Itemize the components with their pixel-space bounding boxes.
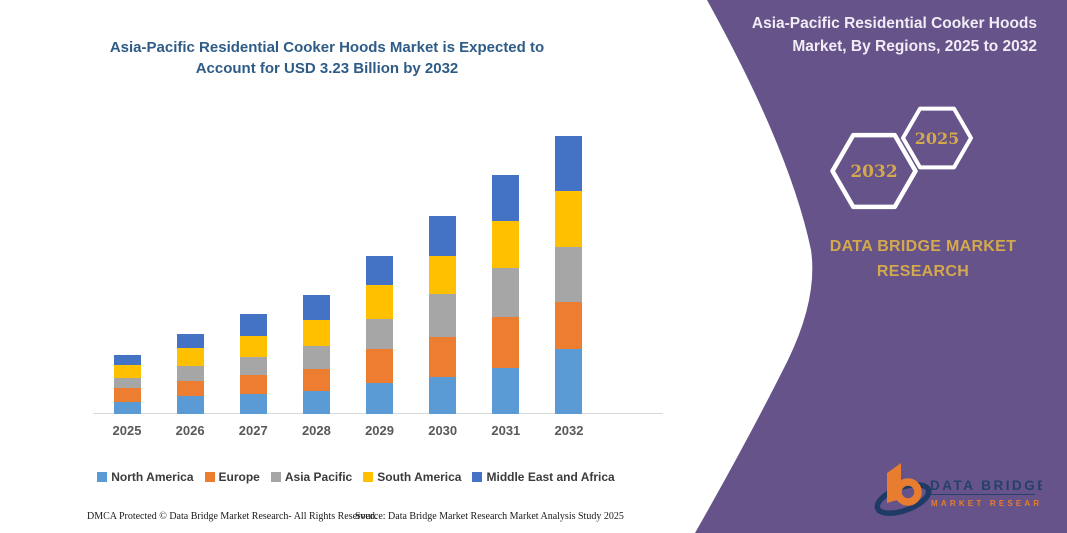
x-axis-label-2025: 2025	[112, 423, 142, 438]
bar-segment-2026-europe	[176, 381, 204, 396]
bar-segment-2028-south-america	[302, 320, 330, 346]
bar-segment-2025-south-america	[113, 365, 141, 378]
legend-label: North America	[111, 470, 194, 484]
chart-title: Asia-Pacific Residential Cooker Hoods Ma…	[109, 39, 545, 77]
hexagon-2032-label: 2032	[850, 162, 897, 182]
hexagon-2025-label: 2025	[915, 129, 960, 148]
bar-segment-2032-europe	[555, 302, 583, 349]
bar-segment-2026-middle-east-and-africa	[176, 334, 204, 348]
bar-segment-2031-asia-pacific	[492, 268, 520, 317]
logo-subtitle: MARKET RESEARCH	[931, 499, 1042, 508]
bar-segment-2031-middle-east-and-africa	[492, 175, 520, 221]
bar-segment-2028-asia-pacific	[302, 346, 330, 369]
bar-2032	[555, 136, 583, 414]
bar-segment-2031-south-america	[492, 221, 520, 268]
dmca-copyright-text: DMCA Protected © Data Bridge Market Rese…	[87, 511, 378, 522]
legend-label: Asia Pacific	[284, 470, 353, 484]
bar-segment-2029-middle-east-and-africa	[366, 256, 394, 285]
bar-segment-2025-europe	[113, 388, 141, 402]
x-axis-label-2028: 2028	[301, 423, 331, 438]
x-axis-label-2029: 2029	[365, 423, 394, 438]
bar-segment-2025-north-america	[113, 402, 141, 414]
bar-2028	[302, 295, 330, 414]
bar-segment-2027-asia-pacific	[239, 357, 267, 375]
legend-item-europe: Europe	[204, 470, 260, 484]
legend-item-middle-east-and-africa: Middle East and Africa	[472, 470, 615, 484]
bar-segment-2031-north-america	[492, 368, 520, 414]
hexagon-2032	[830, 132, 918, 210]
bar-segment-2030-south-america	[429, 256, 457, 294]
bar-segment-2028-north-america	[302, 391, 330, 414]
bar-segment-2030-asia-pacific	[429, 294, 457, 337]
bar-segment-2027-north-america	[239, 394, 267, 414]
bar-2026	[176, 334, 204, 414]
legend-label: South America	[377, 470, 462, 484]
logo-title: DATA BRIDGE	[930, 478, 1042, 493]
bar-segment-2026-south-america	[176, 348, 204, 366]
bar-2031	[492, 175, 520, 414]
panel-heading: Asia-Pacific Residential Cooker Hoods Ma…	[751, 15, 1037, 55]
bar-segment-2026-north-america	[176, 396, 204, 414]
bar-2029	[366, 256, 394, 414]
bar-segment-2027-middle-east-and-africa	[239, 314, 267, 336]
legend-label: Europe	[218, 470, 260, 484]
bar-segment-2025-asia-pacific	[113, 378, 141, 388]
x-axis-label-2032: 2032	[554, 423, 584, 438]
bar-segment-2032-middle-east-and-africa	[555, 136, 583, 191]
bar-segment-2031-europe	[492, 317, 520, 368]
bar-segment-2027-europe	[239, 375, 267, 394]
bar-2025	[113, 355, 141, 414]
bar-segment-2032-south-america	[555, 191, 583, 247]
bar-segment-2030-north-america	[429, 377, 457, 414]
bar-segment-2029-europe	[366, 349, 394, 383]
legend-item-north-america: North America	[97, 470, 194, 484]
legend-swatch-icon	[363, 472, 374, 482]
legend-swatch-icon	[270, 472, 281, 482]
x-axis-label-2027: 2027	[238, 423, 268, 438]
bar-segment-2029-north-america	[366, 383, 394, 414]
bar-segment-2030-middle-east-and-africa	[429, 216, 457, 256]
bar-segment-2026-asia-pacific	[176, 366, 204, 381]
dbmr-brand-text: DATA BRIDGE MARKET RESEARCH	[829, 238, 1017, 280]
x-axis-label-2030: 2030	[428, 423, 458, 438]
bar-segment-2028-europe	[302, 369, 330, 391]
x-axis-label-2026: 2026	[175, 423, 205, 438]
bar-2030	[429, 216, 457, 414]
legend-swatch-icon	[204, 472, 215, 482]
bar-segment-2032-north-america	[555, 349, 583, 414]
bar-2027	[239, 314, 267, 414]
bar-segment-2025-middle-east-and-africa	[113, 355, 141, 365]
hexagon-years-graphic: 2032 2025	[830, 106, 973, 210]
dbmr-logo-mark-icon	[874, 463, 932, 516]
bar-segment-2032-asia-pacific	[555, 247, 583, 302]
hexagon-2025	[901, 106, 973, 170]
legend-item-south-america: South America	[363, 470, 461, 484]
bar-segment-2029-south-america	[366, 285, 394, 319]
bar-segment-2028-middle-east-and-africa	[302, 295, 330, 320]
bar-segment-2027-south-america	[239, 336, 267, 357]
legend-swatch-icon	[97, 472, 108, 482]
dbmr-logo: DATA BRIDGE MARKET RESEARCH	[874, 463, 1042, 516]
chart-legend: North America Europe Asia Pacific South Ame…	[0, 470, 712, 484]
bar-segment-2030-europe	[429, 337, 457, 377]
panel-shape	[695, 0, 1067, 533]
bar-segment-2029-asia-pacific	[366, 319, 394, 349]
legend-item-asia-pacific: Asia Pacific	[270, 470, 353, 484]
source-text: Source: Data Bridge Market Research Mark…	[355, 511, 624, 522]
legend-label: Middle East and Africa	[486, 470, 615, 484]
x-axis-label-2031: 2031	[491, 423, 521, 438]
legend-swatch-icon	[472, 472, 483, 482]
